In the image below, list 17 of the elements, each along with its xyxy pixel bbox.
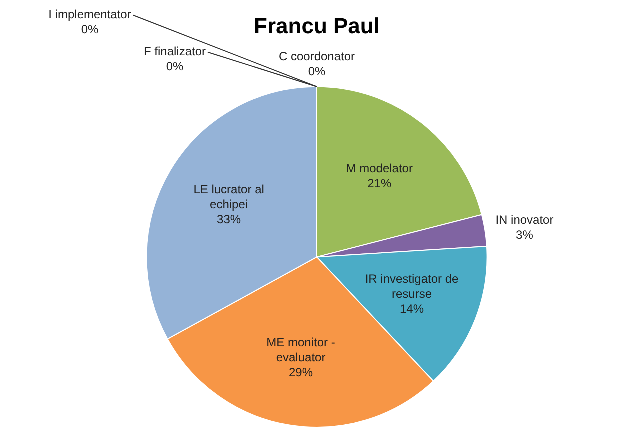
- data-label: 29%: [289, 365, 314, 380]
- data-label: 21%: [368, 176, 392, 190]
- slice-label: ME monitor - evaluator: [266, 335, 336, 364]
- category-label: F finalizator: [144, 44, 206, 59]
- category-label: I implementator: [48, 8, 132, 22]
- text: 0%: [81, 22, 99, 37]
- chart-title: Francu Paul: [254, 13, 380, 38]
- slice-label: LE lucrator al echipei: [194, 182, 264, 212]
- data-label: 14%: [400, 302, 424, 316]
- slice-label: M modelator: [346, 161, 413, 176]
- data-label: 33%: [217, 212, 242, 226]
- slice-label: IR investigator de resurse: [365, 272, 460, 302]
- text: 0%: [308, 64, 326, 79]
- category-label: C coordonator: [278, 50, 356, 64]
- text: 0%: [166, 60, 184, 74]
- data-label: 3%: [516, 228, 534, 242]
- slice-label: IN inovator: [496, 213, 554, 228]
